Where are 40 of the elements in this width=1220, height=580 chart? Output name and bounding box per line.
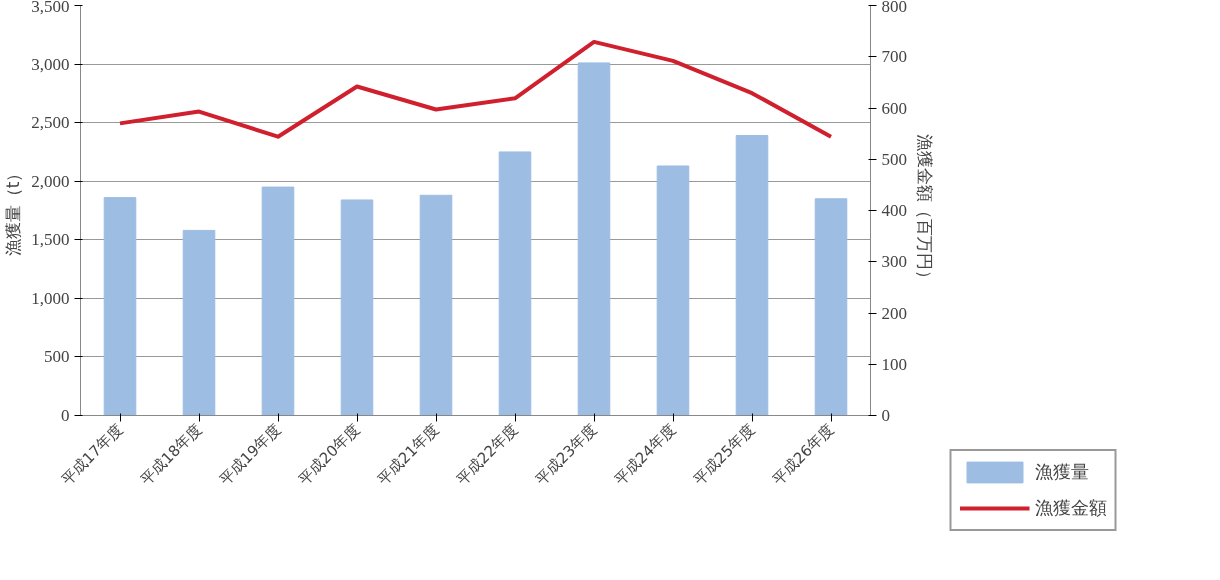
x-tick-label: 平成21年度 xyxy=(373,420,443,489)
y2-tick-label: 800 xyxy=(881,0,907,16)
x-tick-label: 平成25年度 xyxy=(689,420,759,489)
y2-tick-label: 700 xyxy=(881,47,907,67)
y-tick-label: 3,500 xyxy=(31,0,70,16)
x-tick-label: 平成26年度 xyxy=(768,420,838,489)
y-tick-label: 2,000 xyxy=(31,171,70,191)
bar xyxy=(577,62,611,416)
bar xyxy=(340,199,374,416)
y2-tick-label: 0 xyxy=(881,406,890,425)
y2-tick-label: 300 xyxy=(881,252,907,272)
x-tick-label: 平成22年度 xyxy=(452,420,522,489)
y-tick-label: 3,000 xyxy=(31,54,70,74)
y-tick-label: 1,000 xyxy=(31,288,70,308)
legend-label: 漁獲金額 xyxy=(1034,496,1107,520)
x-tick-label: 平成24年度 xyxy=(610,420,680,489)
y-tick-label: 500 xyxy=(44,347,70,367)
bar xyxy=(182,229,216,416)
y2-tick-label: 100 xyxy=(881,354,907,374)
bar xyxy=(656,165,690,416)
legend-label: 漁獲量 xyxy=(1034,460,1089,484)
bar xyxy=(261,186,295,416)
y-tick-label: 2,500 xyxy=(31,113,70,133)
y-axis-title: 漁獲量（t） xyxy=(3,164,24,257)
line-series xyxy=(118,39,833,139)
x-tick-label: 平成19年度 xyxy=(215,420,285,489)
x-tick-label: 平成23年度 xyxy=(531,420,601,489)
x-tick-label: 平成20年度 xyxy=(294,420,364,489)
y2-axis-title: 漁獲金額（百万円） xyxy=(915,134,935,287)
y2-tick-label: 500 xyxy=(881,149,907,169)
bar xyxy=(814,198,848,416)
y2-tick-label: 400 xyxy=(881,201,907,220)
bar xyxy=(103,197,137,416)
y2-tick-label: 200 xyxy=(881,303,907,323)
bar xyxy=(498,151,532,416)
y2-tick-label: 600 xyxy=(881,98,907,118)
y-tick-label: 1,500 xyxy=(31,230,70,250)
bar xyxy=(735,135,769,416)
x-tick-label: 平成18年度 xyxy=(136,420,206,489)
bar xyxy=(419,194,453,416)
